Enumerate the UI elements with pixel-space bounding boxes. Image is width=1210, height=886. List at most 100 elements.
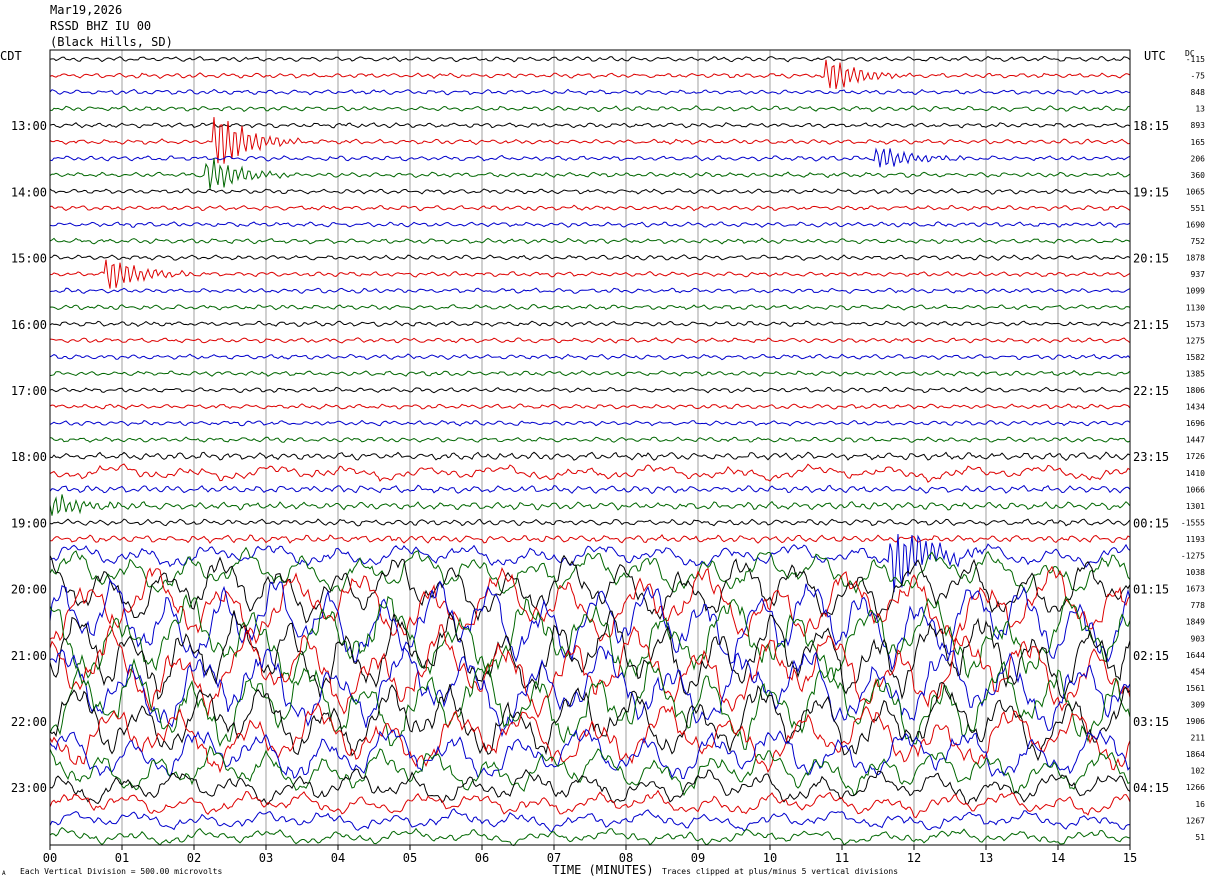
dc-value: -75 [1191, 72, 1206, 81]
right-hour-label: 21:15 [1133, 318, 1169, 332]
trace-18 [49, 353, 1131, 361]
trace-11 [49, 237, 1131, 245]
right-hour-label: 20:15 [1133, 252, 1169, 266]
dc-value: 1038 [1186, 568, 1205, 577]
trace-38 [49, 645, 1131, 738]
dc-value: 1266 [1186, 783, 1205, 792]
dc-value: 454 [1191, 667, 1206, 676]
x-tick-label: 08 [619, 851, 633, 865]
dc-value: 1644 [1186, 651, 1205, 660]
station-code: RSSD BHZ IU 00 [50, 19, 152, 33]
trace-23 [49, 436, 1131, 443]
dc-value: 1582 [1186, 353, 1205, 362]
dc-value: 211 [1191, 734, 1206, 743]
trace-21 [49, 403, 1131, 410]
dc-value: 1301 [1186, 502, 1205, 511]
dc-value: 1447 [1186, 436, 1205, 445]
left-timezone-label: CDT [0, 49, 22, 63]
trace-41 [49, 702, 1131, 774]
trace-1 [49, 59, 1131, 89]
dc-value: 51 [1195, 833, 1205, 842]
dc-value: 1066 [1186, 485, 1205, 494]
dc-value: 1849 [1186, 618, 1205, 627]
dc-value: 1410 [1186, 469, 1205, 478]
left-hour-label: 20:00 [11, 583, 47, 597]
trace-29 [50, 534, 1131, 544]
plot-frame [49, 49, 1131, 846]
trace-9 [49, 204, 1131, 212]
dc-value: 1385 [1186, 369, 1205, 378]
dc-value: 1673 [1186, 585, 1205, 594]
dc-value: 1864 [1186, 750, 1205, 759]
trace-46 [49, 808, 1131, 833]
dc-value: 1130 [1186, 303, 1205, 312]
dc-value: 206 [1191, 154, 1206, 163]
dc-value: 1561 [1186, 684, 1205, 693]
trace-3 [49, 105, 1131, 113]
dc-value: 102 [1191, 767, 1206, 776]
dc-value: -1555 [1181, 518, 1205, 527]
x-tick-label: 14 [1051, 851, 1065, 865]
dc-value: 165 [1191, 138, 1206, 147]
trace-12 [49, 254, 1131, 261]
dc-value: 13 [1195, 105, 1205, 114]
trace-43 [49, 745, 1131, 797]
trace-45 [49, 789, 1131, 819]
x-tick-label: 13 [979, 851, 993, 865]
dc-value: 360 [1191, 171, 1206, 180]
trace-32 [49, 554, 1131, 624]
x-axis-title: TIME (MINUTES) [552, 863, 653, 877]
trace-6 [49, 147, 1131, 168]
dc-value: 1696 [1186, 419, 1205, 428]
dc-value: 551 [1191, 204, 1206, 213]
scale-note: Each Vertical Division = 500.00 microvol… [20, 867, 223, 876]
trace-20 [49, 386, 1131, 394]
x-tick-label: 10 [763, 851, 777, 865]
trace-35 [49, 593, 1131, 684]
trace-2 [49, 88, 1131, 96]
dc-value: 1065 [1186, 187, 1205, 196]
dc-value: 1099 [1186, 287, 1205, 296]
clip-note: Traces clipped at plus/minus 5 vertical … [662, 867, 899, 876]
trace-36 [49, 610, 1131, 700]
trace-16 [49, 320, 1131, 328]
trace-24 [49, 451, 1131, 461]
trace-25 [49, 463, 1131, 483]
dc-value: 1434 [1186, 403, 1205, 412]
left-hour-label: 19:00 [11, 516, 47, 530]
trace-44 [49, 768, 1131, 806]
x-tick-label: 03 [259, 851, 273, 865]
dc-value: 1267 [1186, 816, 1205, 825]
x-tick-label: 07 [547, 851, 561, 865]
right-hour-label: 02:15 [1133, 649, 1169, 663]
right-hour-label: 18:15 [1133, 119, 1169, 133]
x-tick-label: 11 [835, 851, 849, 865]
x-tick-label: 06 [475, 851, 489, 865]
dc-value: -1275 [1181, 552, 1205, 561]
trace-8 [49, 188, 1131, 195]
minute-grid [121, 50, 1059, 845]
trace-27 [49, 494, 1131, 516]
trace-10 [49, 221, 1131, 228]
corner-mark: A [2, 870, 6, 877]
right-hour-label: 03:15 [1133, 715, 1169, 729]
trace-17 [49, 337, 1131, 344]
trace-31 [49, 546, 1131, 595]
right-hour-label: 00:15 [1133, 516, 1169, 530]
trace-15 [49, 303, 1131, 311]
trace-30 [49, 533, 1131, 593]
trace-7 [49, 157, 1131, 190]
left-hour-label: 16:00 [11, 318, 47, 332]
right-hour-label: 22:15 [1133, 384, 1169, 398]
dc-value: 1878 [1186, 254, 1205, 263]
seismic-traces [49, 55, 1131, 847]
trace-39 [49, 658, 1131, 750]
x-tick-label: 02 [187, 851, 201, 865]
trace-28 [49, 518, 1131, 527]
left-hour-label: 17:00 [11, 384, 47, 398]
trace-19 [49, 370, 1131, 377]
left-hour-label: 15:00 [11, 252, 47, 266]
left-hour-label: 23:00 [11, 781, 47, 795]
x-tick-label: 00 [43, 851, 57, 865]
